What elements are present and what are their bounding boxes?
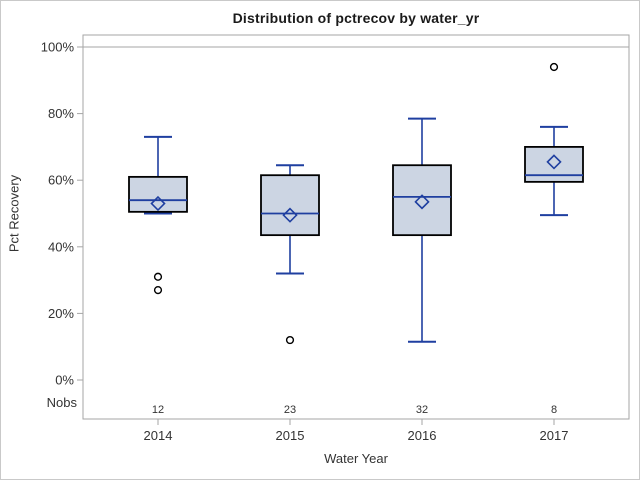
- x-tick-label: 2015: [276, 428, 305, 443]
- x-tick-label: 2017: [540, 428, 569, 443]
- y-tick-label: 80%: [48, 106, 74, 121]
- y-tick-label: 60%: [48, 173, 74, 188]
- iqr-box: [524, 145, 584, 183]
- x-axis-title: Water Year: [324, 451, 388, 466]
- mean-diamond: [282, 207, 298, 223]
- outlier-point: [285, 335, 295, 345]
- nobs-row-label: Nobs: [46, 395, 77, 410]
- nobs-value: 32: [416, 404, 428, 416]
- y-tick-label: 20%: [48, 306, 74, 321]
- x-tick-label: 2016: [408, 428, 437, 443]
- y-axis-title: Pct Recovery: [6, 174, 22, 253]
- chart-title: Distribution of pctrecov by water_yr: [232, 10, 480, 26]
- nobs-value: 23: [284, 404, 296, 416]
- iqr-box: [128, 175, 188, 213]
- iqr-box: [260, 174, 320, 237]
- y-tick-label: 100%: [41, 40, 75, 55]
- mean-diamond: [414, 194, 430, 210]
- outlier-point: [153, 272, 163, 281]
- y-tick-label: 40%: [48, 239, 74, 254]
- nobs-value: 12: [152, 404, 164, 416]
- outlier-point: [549, 62, 559, 72]
- mean-diamond: [546, 154, 562, 170]
- iqr-box: [392, 164, 452, 237]
- mean-diamond: [150, 195, 166, 212]
- outlier-point: [153, 285, 163, 295]
- x-tick-label: 2014: [144, 428, 173, 443]
- plot-wall: [82, 34, 630, 420]
- y-tick-label: 0%: [55, 373, 74, 388]
- nobs-value: 8: [551, 404, 557, 416]
